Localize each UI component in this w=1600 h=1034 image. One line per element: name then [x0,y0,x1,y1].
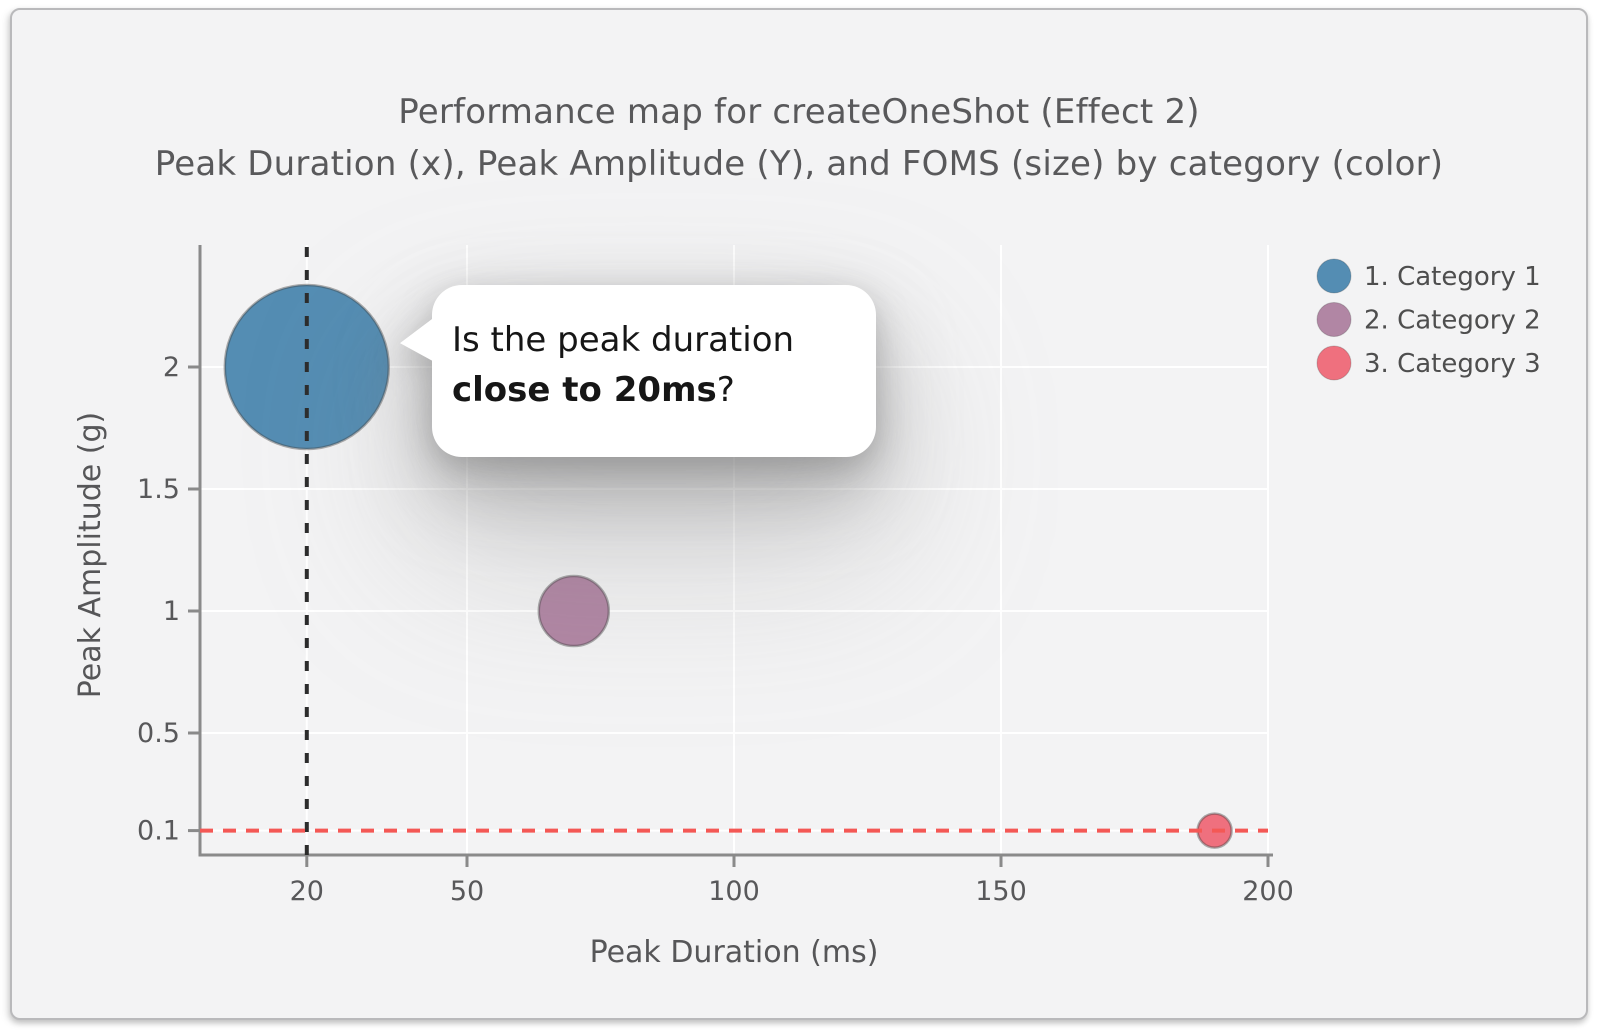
callout-line1: Is the peak duration [452,320,795,360]
bubble-category-2[interactable] [537,574,611,648]
y-tick-label: 0.1 [137,816,180,847]
legend-item-3[interactable]: 3. Category 3 [1316,345,1541,381]
chart-card: Performance map for createOneShot (Effec… [10,8,1588,1020]
x-tick-label: 150 [975,876,1027,907]
legend-marker-3 [1316,345,1352,381]
callout-line2-suffix: ? [716,370,735,410]
x-tick-label: 100 [708,876,760,907]
y-tick-label: 1 [163,596,180,627]
legend-label-3: 3. Category 3 [1364,349,1541,379]
x-tick-label: 50 [450,876,484,907]
legend-item-1[interactable]: 1. Category 1 [1316,258,1541,294]
x-tick-label: 200 [1242,876,1294,907]
legend-marker-1 [1316,258,1352,294]
legend-marker-2 [1316,302,1352,337]
y-tick-label: 2 [163,352,180,383]
x-axis-title: Peak Duration (ms) [590,935,879,970]
callout-bubble: Is the peak duration close to 20ms? [432,285,876,457]
legend-item-2[interactable]: 2. Category 2 [1316,302,1541,337]
x-tick-label: 20 [290,876,324,907]
chart-title: Performance map for createOneShot (Effec… [398,92,1200,132]
chart-subtitle: Peak Duration (x), Peak Amplitude (Y), a… [154,144,1444,184]
y-tick-label: 1.5 [137,474,180,505]
callout-line2-bold: close to 20ms [452,370,717,410]
legend-label-1: 1. Category 1 [1364,262,1541,292]
annotation-callout: Is the peak duration close to 20ms? [400,285,876,457]
legend-label-2: 2. Category 2 [1364,306,1541,336]
bubble-chart-canvas: 20 50 100 150 200 0.1 0.5 1 1.5 2 Peak Duration (m… [73,245,1541,970]
y-tick-label: 0.5 [137,718,180,749]
y-axis-title: Peak Amplitude (g) [73,412,108,699]
